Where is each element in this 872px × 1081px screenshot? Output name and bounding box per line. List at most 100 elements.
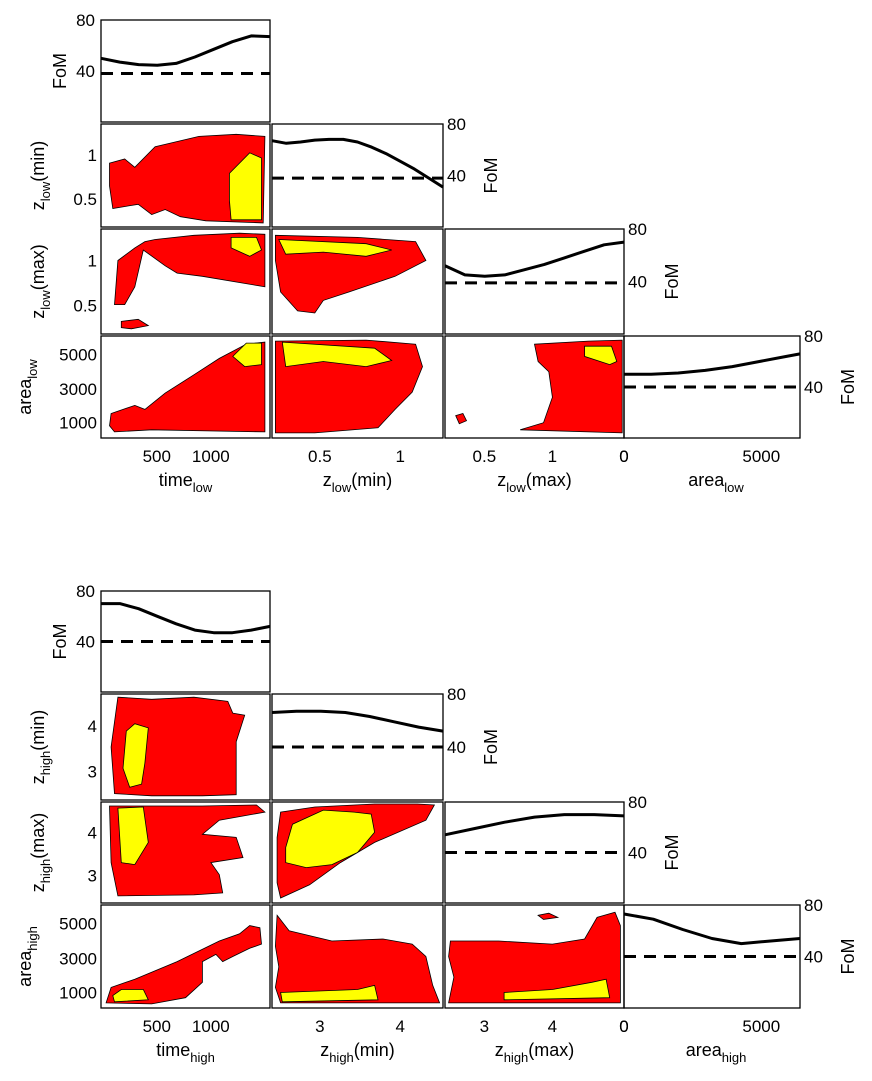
xtick-low-0-1: 1000: [192, 447, 230, 466]
ytick-high-1-1: 3: [88, 867, 97, 886]
ylabel-low-0: zlow(min): [28, 141, 53, 211]
xlabel-low-1: zlow(min): [323, 470, 393, 495]
ytick-low-0-1: 0.5: [73, 190, 97, 209]
contour-inner-0-3-0-0: [232, 342, 262, 368]
ylabel-low-2: arealow: [15, 359, 40, 415]
ytick-high-1-0: 4: [88, 823, 97, 842]
contour-outer-0-3-2-0: [520, 339, 623, 434]
fom-high-1-curve: [271, 709, 444, 733]
xlabel-low-0: timelow: [159, 470, 213, 495]
fom-label-high-1: FoM: [481, 729, 501, 765]
fom-tick-80-low-0: 80: [76, 11, 95, 30]
xtick-high-0-0: 500: [143, 1017, 171, 1036]
panel-frame-low-0-0: [100, 19, 271, 123]
xtick-high-0-1: 1000: [192, 1017, 230, 1036]
ytick-low-2-2: 1000: [59, 414, 97, 433]
contour-inner-1-2-1-0: [285, 809, 376, 869]
panel-frame-low-3-0: [100, 335, 271, 439]
fom-tick-40-low-3: 40: [804, 378, 823, 397]
fom-high-3-curve: [623, 912, 801, 946]
xtick-high-3-0: 0: [619, 1017, 628, 1036]
ytick-low-2-1: 3000: [59, 380, 97, 399]
contour-inner-0-2-1-0: [278, 239, 392, 257]
ytick-high-2-0: 5000: [59, 915, 97, 934]
panel-frame-high-0-0: [100, 590, 271, 693]
fom-high-2-curve: [444, 813, 625, 837]
xtick-low-1-1: 1: [396, 447, 405, 466]
fom-low-2-curve: [444, 240, 625, 278]
ytick-high-0-0: 4: [88, 717, 97, 736]
contour-inner-1-1-0-0: [122, 723, 149, 788]
fom-tick-80-low-1: 80: [447, 115, 466, 134]
fom-tick-80-high-0: 80: [76, 582, 95, 601]
panel-frame-high-2-2: [444, 801, 625, 904]
fom-tick-80-high-2: 80: [628, 793, 647, 812]
xtick-high-2-0: 3: [480, 1017, 489, 1036]
fom-tick-80-high-3: 80: [804, 896, 823, 915]
fom-label-high-3: FoM: [838, 939, 858, 975]
contour-inner-1-3-1-0: [280, 984, 379, 1003]
xtick-low-3-0: 0: [619, 447, 628, 466]
contour-outer-1-3-2-0: [448, 911, 621, 1004]
contour-inner-0-2-0-0: [230, 236, 263, 257]
contour-inner-1-3-2-0: [503, 978, 611, 1001]
panel-frame-low-3-1: [271, 335, 444, 439]
panel-frame-low-1-0: [100, 123, 271, 228]
panel-frame-low-1-1: [271, 123, 444, 228]
fom-low-0-curve: [100, 34, 271, 67]
xtick-high-3-1: 5000: [742, 1017, 780, 1036]
contour-outer-0-3-2-1: [455, 413, 468, 425]
contour-outer-1-2-0-0: [109, 804, 266, 897]
xtick-low-2-0: 0.5: [473, 447, 497, 466]
ylabel-high-2: areahigh: [15, 926, 40, 987]
fom-low-1-curve: [271, 137, 444, 189]
fom-low-3-curve: [624, 352, 801, 376]
panel-frames: [100, 19, 801, 1009]
xlabel-low-3: arealow: [688, 470, 744, 495]
panel-frame-high-2-0: [100, 801, 271, 904]
fom-tick-80-low-2: 80: [628, 220, 647, 239]
xlabel-high-2: zhigh(max): [495, 1040, 575, 1065]
ytick-high-2-1: 3000: [59, 950, 97, 969]
ytick-low-0-0: 1: [88, 146, 97, 165]
contour-inner-0-3-2-0: [584, 345, 618, 366]
ytick-low-2-0: 5000: [59, 345, 97, 364]
xlabel-high-3: areahigh: [686, 1040, 747, 1065]
panel-frame-high-1-1: [271, 693, 444, 801]
contour-inner-0-3-1-0: [281, 341, 393, 368]
xtick-high-1-0: 3: [315, 1017, 324, 1036]
fom-label-low-2: FoM: [662, 264, 682, 300]
xtick-low-2-2: 0: [619, 447, 628, 466]
contour-outer-0-1-0-0: [109, 133, 266, 224]
contour-inner-1-2-0-0: [117, 806, 149, 866]
xlabel-high-1: zhigh(min): [320, 1040, 395, 1065]
contour-outer-1-1-0-0: [110, 696, 246, 797]
fom-label-high-0: FoM: [50, 624, 70, 660]
panel-frame-high-3-1: [271, 904, 444, 1009]
xtick-low-3-1: 5000: [742, 447, 780, 466]
fom-label-low-3: FoM: [838, 369, 858, 405]
panel-frame-high-2-1: [271, 801, 444, 904]
panel-frame-high-1-0: [100, 693, 271, 801]
fom-tick-40-low-2: 40: [628, 273, 647, 292]
fom-tick-40-low-1: 40: [447, 167, 466, 186]
fom-tick-40-high-2: 40: [628, 844, 647, 863]
fom-tick-40-high-3: 40: [804, 948, 823, 967]
fom-tick-80-low-3: 80: [804, 327, 823, 346]
xtick-low-2-1: 1: [548, 447, 557, 466]
contour-inner-0-1-0-0: [228, 152, 262, 221]
ytick-low-1-1: 0.5: [73, 297, 97, 316]
xlabel-low-2: zlow(max): [497, 470, 572, 495]
ylabel-high-1: zhigh(max): [28, 813, 53, 893]
ytick-high-0-1: 3: [88, 762, 97, 781]
fom-high-0-curve: [101, 602, 271, 635]
panel-frame-low-2-1: [271, 228, 444, 335]
xtick-high-1-1: 4: [396, 1017, 405, 1036]
panel-frame-low-2-2: [444, 228, 625, 335]
fom-tick-40-high-0: 40: [76, 633, 95, 652]
fom-label-low-0: FoM: [50, 53, 70, 89]
contour-outer-1-3-0-0: [105, 925, 262, 1005]
xlabel-high-0: timehigh: [156, 1040, 215, 1065]
